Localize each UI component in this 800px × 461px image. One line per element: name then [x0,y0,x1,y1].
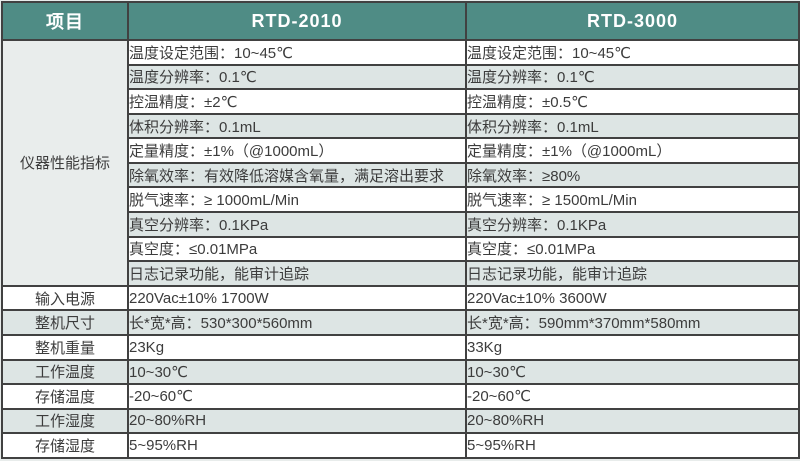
perf-value-rtd2010: 日志记录功能，能审计追踪 [127,260,467,287]
perf-value-rtd2010: 体积分辨率：0.1mL [127,112,467,140]
perf-value-rtd3000: 温度设定范围：10~45℃ [465,39,800,66]
spec-value-rtd2010: 220Vac±10% 1700W [127,284,467,312]
spec-value-rtd3000: 33Kg [465,333,800,361]
spec-value-rtd3000: 20~80%RH [465,407,800,435]
spec-value-rtd3000: 220Vac±10% 3600W [465,284,800,312]
spec-label: 输入电源 [1,284,129,312]
perf-value-rtd3000: 脱气速率：≥ 1500mL/Min [465,186,800,214]
header-product-rtd3000: RTD-3000 [465,1,800,41]
perf-value-rtd2010: 真空度：≤0.01MPa [127,235,467,263]
spec-value-rtd3000: 10~30℃ [465,358,800,386]
perf-value-rtd3000: 体积分辨率：0.1mL [465,112,800,140]
perf-value-rtd3000: 日志记录功能，能审计追踪 [465,260,800,287]
spec-label: 工作湿度 [1,407,129,435]
perf-value-rtd3000: 定量精度：±1%（@1000mL） [465,137,800,164]
perf-value-rtd2010: 定量精度：±1%（@1000mL） [127,137,467,164]
spec-value-rtd2010: 长*宽*高：530*300*560mm [127,309,467,336]
header-product-rtd2010: RTD-2010 [127,1,467,41]
perf-value-rtd3000: 除氧效率：≥80% [465,161,800,189]
spec-value-rtd2010: 23Kg [127,333,467,361]
perf-value-rtd2010: 真空分辨率：0.1KPa [127,211,467,238]
spec-row: 存储温度 -20~60℃ -20~60℃ [1,383,800,410]
perf-value-rtd2010: 温度分辨率：0.1℃ [127,63,467,91]
spec-label: 整机尺寸 [1,309,129,336]
perf-row: 体积分辨率：0.1mL 体积分辨率：0.1mL [2,112,800,140]
spec-label: 存储湿度 [1,432,129,459]
spec-value-rtd3000: 5~95%RH [465,432,800,459]
spec-value-rtd2010: 5~95%RH [127,432,467,459]
perf-value-rtd3000: 控温精度：±0.5℃ [465,88,800,115]
spec-row: 工作温度 10~30℃ 10~30℃ [1,358,800,386]
perf-value-rtd3000: 真空分辨率：0.1KPa [465,211,800,238]
perf-value-rtd2010: 温度设定范围：10~45℃ [127,39,467,66]
perf-value-rtd3000: 温度分辨率：0.1℃ [465,63,800,91]
spec-row: 工作湿度 20~80%RH 20~80%RH [1,407,800,435]
spec-value-rtd3000: 长*宽*高：590mm*370mm*580mm [465,309,800,336]
perf-row: 仪器性能指标 温度设定范围：10~45℃ 温度设定范围：10~45℃ [1,39,800,287]
spec-value-rtd3000: -20~60℃ [465,383,800,410]
spec-row: 输入电源 220Vac±10% 1700W 220Vac±10% 3600W [1,284,800,312]
spec-value-rtd2010: 20~80%RH [127,407,467,435]
perf-value-rtd2010: 除氧效率：有效降低溶媒含氧量，满足溶出要求 [127,161,467,189]
perf-value-rtd2010: 控温精度：±2℃ [127,88,467,115]
spec-row: 存储湿度 5~95%RH 5~95%RH [1,432,800,459]
perf-value-rtd3000: 真空度：≤0.01MPa [465,235,800,263]
performance-section-label: 仪器性能指标 [1,39,129,287]
spec-value-rtd2010: 10~30℃ [127,358,467,386]
perf-row: 真空度：≤0.01MPa 真空度：≤0.01MPa [2,235,800,263]
perf-row: 除氧效率：有效降低溶媒含氧量，满足溶出要求 除氧效率：≥80% [2,161,800,189]
spec-label: 存储温度 [1,383,129,410]
perf-row: 温度分辨率：0.1℃ 温度分辨率：0.1℃ [2,63,800,91]
table-header-row: 项目 RTD-2010 RTD-3000 [1,1,800,41]
perf-value-rtd2010: 脱气速率：≥ 1000mL/Min [127,186,467,214]
spec-label: 工作温度 [1,358,129,386]
perf-row: 真空分辨率：0.1KPa 真空分辨率：0.1KPa [2,211,800,238]
spec-value-rtd2010: -20~60℃ [127,383,467,410]
spec-row: 整机尺寸 长*宽*高：530*300*560mm 长*宽*高：590mm*370… [1,309,800,336]
spec-label: 整机重量 [1,333,129,361]
header-item: 项目 [1,1,129,41]
perf-row: 定量精度：±1%（@1000mL） 定量精度：±1%（@1000mL） [2,137,800,164]
spec-row: 整机重量 23Kg 33Kg [1,333,800,361]
